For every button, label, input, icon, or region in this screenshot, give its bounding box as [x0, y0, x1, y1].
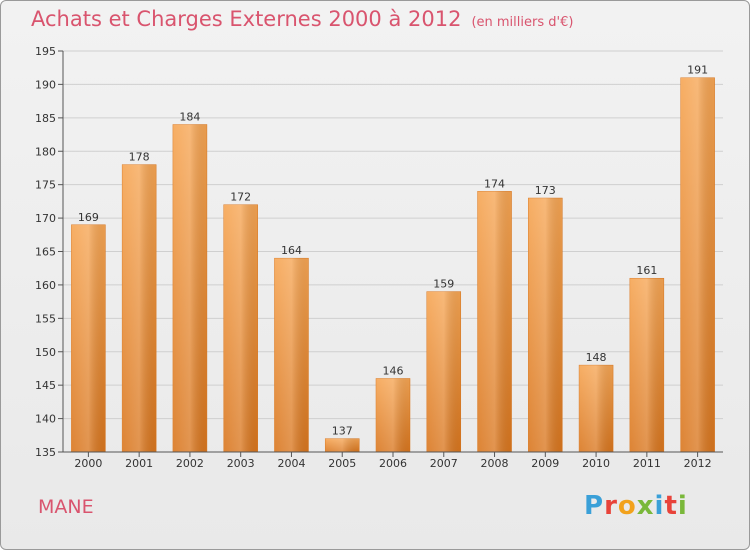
value-label: 191 — [687, 64, 708, 77]
value-label: 184 — [179, 111, 200, 124]
chart-title: Achats et Charges Externes 2000 à 2012 (e… — [31, 7, 573, 31]
value-label: 137 — [332, 425, 353, 438]
x-tick-label: 2009 — [531, 457, 559, 470]
value-label: 172 — [230, 191, 251, 204]
y-tick-label: 180 — [35, 145, 56, 158]
value-label: 148 — [586, 351, 607, 364]
bar-shine — [629, 278, 664, 452]
x-tick-label: 2011 — [633, 457, 661, 470]
y-tick-label: 175 — [35, 179, 56, 192]
y-tick-label: 190 — [35, 78, 56, 91]
y-tick-label: 140 — [35, 413, 56, 426]
chart-subtitle: (en milliers d'€) — [471, 15, 574, 30]
value-label: 164 — [281, 244, 302, 257]
logo-letter: x — [636, 491, 655, 521]
y-tick-label: 155 — [35, 312, 56, 325]
x-tick-label: 2008 — [481, 457, 509, 470]
value-label: 159 — [433, 278, 454, 291]
y-tick-label: 150 — [35, 346, 56, 359]
x-tick-label: 2012 — [684, 457, 712, 470]
y-tick-label: 195 — [35, 45, 56, 58]
bar-shine — [325, 438, 360, 452]
x-axis: 2000 2001 2002 2003 2004 2005 2006 2007 2008 2009… — [63, 451, 723, 470]
bar-shine — [528, 198, 563, 452]
logo-letter: r — [604, 491, 618, 521]
logo-letter: t — [664, 491, 678, 521]
logo-letter: i — [677, 491, 688, 521]
bar-shine — [376, 378, 410, 452]
place-name: MANE — [38, 496, 94, 518]
proxiti-logo: Proxiti — [584, 491, 688, 521]
bar-shine — [579, 365, 614, 452]
value-label: 174 — [484, 177, 505, 190]
logo-letter: o — [617, 491, 637, 521]
x-tick-label: 2000 — [74, 457, 102, 470]
value-label: 178 — [129, 151, 150, 164]
bar-shine — [680, 77, 715, 452]
bar-shine — [426, 291, 461, 452]
x-tick-label: 2005 — [328, 457, 356, 470]
y-tick-label: 185 — [35, 112, 56, 125]
y-axis: 135 140 145 150 155 160 165 170 175 180 185 190 195 — [35, 45, 64, 459]
value-label: 146 — [383, 364, 404, 377]
chart-title-text: Achats et Charges Externes 2000 à 2012 — [31, 7, 462, 31]
y-tick-label: 165 — [35, 246, 56, 259]
bar-shine — [274, 258, 309, 452]
x-tick-label: 2002 — [176, 457, 204, 470]
value-label: 173 — [535, 184, 556, 197]
bars: 169 178 184 172 164 137 146 159 174 173 148 161 191 — [71, 64, 715, 453]
value-label: 161 — [636, 264, 657, 277]
bar-shine — [172, 124, 207, 453]
y-tick-label: 145 — [35, 379, 56, 392]
bar-shine — [477, 191, 512, 452]
logo-letter: P — [584, 491, 605, 521]
y-tick-label: 135 — [35, 446, 56, 459]
bar-shine — [122, 164, 157, 452]
x-tick-label: 2007 — [430, 457, 458, 470]
value-label: 169 — [78, 211, 99, 224]
x-tick-label: 2006 — [379, 457, 407, 470]
y-tick-label: 160 — [35, 279, 56, 292]
logo-letter: i — [654, 491, 665, 521]
bar-shine — [71, 224, 106, 452]
y-tick-label: 170 — [35, 212, 56, 225]
bar-shine — [223, 204, 258, 452]
x-tick-label: 2003 — [227, 457, 255, 470]
x-tick-label: 2010 — [582, 457, 610, 470]
x-tick-label: 2004 — [277, 457, 305, 470]
x-tick-label: 2001 — [125, 457, 153, 470]
